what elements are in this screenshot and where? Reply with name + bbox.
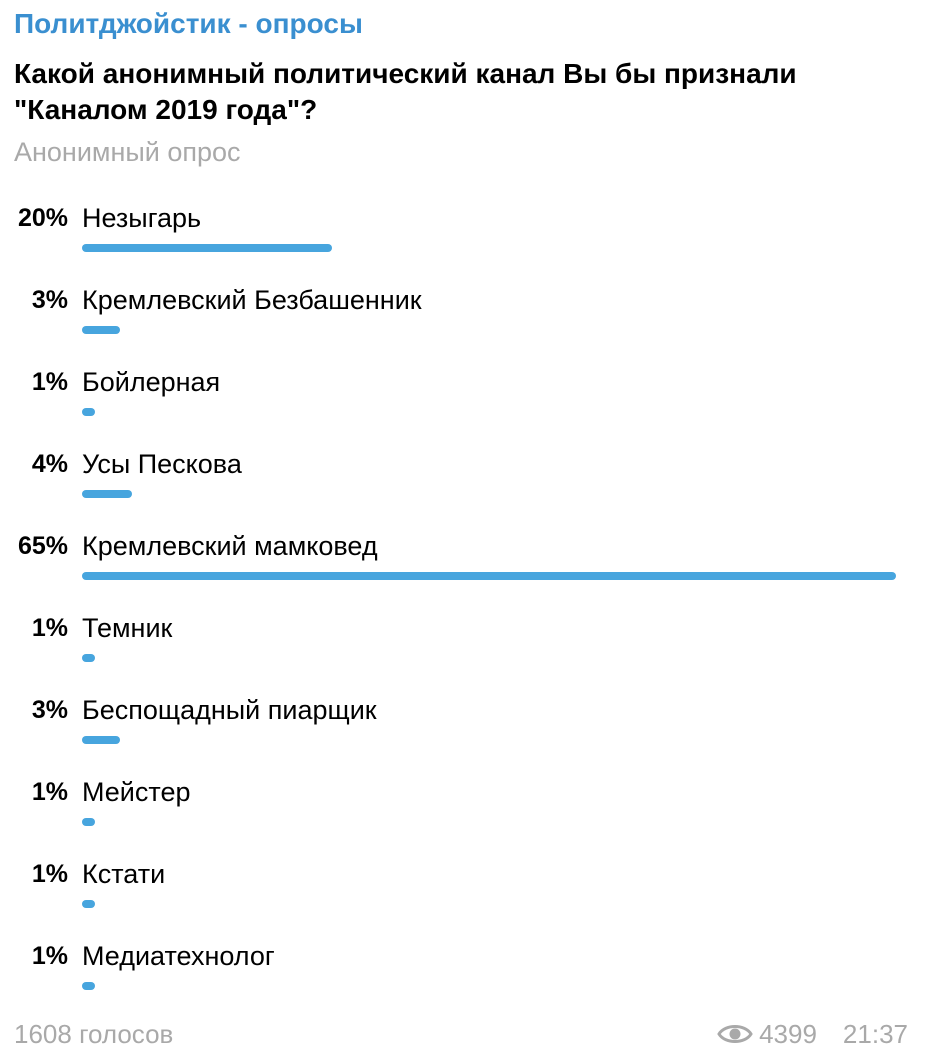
option-bar (82, 244, 332, 252)
poll-option: 3% Кремлевский Безбашенник (0, 280, 926, 362)
option-bar (82, 900, 95, 908)
option-bar (82, 654, 95, 662)
option-percent: 4% (31, 450, 68, 478)
poll-options: 20% Незыгарь 3% Кремлевский Безбашенник … (0, 198, 926, 1018)
option-percent: 1% (31, 368, 68, 396)
option-label: Кстати (82, 859, 166, 889)
option-percent: 20% (17, 204, 68, 232)
option-percent: 3% (31, 286, 68, 314)
option-bar (82, 736, 120, 744)
option-bar (82, 408, 95, 416)
poll-option: 3% Беспощадный пиарщик (0, 690, 926, 772)
message-meta: 4399 21:37 (717, 1014, 908, 1054)
channel-name[interactable]: Политджойстик - опросы (14, 8, 363, 39)
option-percent: 1% (31, 778, 68, 806)
option-label: Кремлевский мамковед (82, 531, 378, 561)
option-label: Медиатехнолог (82, 941, 275, 971)
option-percent: 3% (31, 696, 68, 724)
poll-option: 20% Незыгарь (0, 198, 926, 280)
poll-option: 1% Бойлерная (0, 362, 926, 444)
poll-option: 1% Медиатехнолог (0, 936, 926, 1018)
vote-count[interactable]: 1608 голосов (14, 1019, 174, 1049)
option-percent: 1% (31, 614, 68, 642)
message-footer: 1608 голосов 4399 21:37 (14, 1014, 908, 1054)
option-bar (82, 326, 120, 334)
view-count: 4399 (759, 1019, 817, 1049)
message-time: 21:37 (842, 1019, 908, 1049)
eye-icon (717, 1025, 753, 1043)
poll-option: 4% Усы Пескова (0, 444, 926, 526)
poll-type: Анонимный опрос (14, 137, 241, 167)
poll-option: 1% Темник (0, 608, 926, 690)
option-label: Беспощадный пиарщик (82, 695, 377, 725)
option-label: Бойлерная (82, 367, 221, 397)
option-percent: 1% (31, 860, 68, 888)
poll-option: 1% Кстати (0, 854, 926, 936)
poll-option: 1% Мейстер (0, 772, 926, 854)
option-bar (82, 818, 95, 826)
option-label: Кремлевский Безбашенник (82, 285, 422, 315)
option-percent: 65% (17, 532, 68, 560)
option-label: Незыгарь (82, 203, 202, 233)
poll-question: Какой анонимный политический канал Вы бы… (14, 58, 797, 125)
option-bar (82, 490, 132, 498)
option-label: Мейстер (82, 777, 191, 807)
option-bar (82, 572, 896, 580)
option-percent: 1% (31, 942, 68, 970)
poll-option: 65% Кремлевский мамковед (0, 526, 926, 608)
option-bar (82, 982, 95, 990)
option-label: Темник (82, 613, 173, 643)
option-label: Усы Пескова (82, 449, 242, 479)
